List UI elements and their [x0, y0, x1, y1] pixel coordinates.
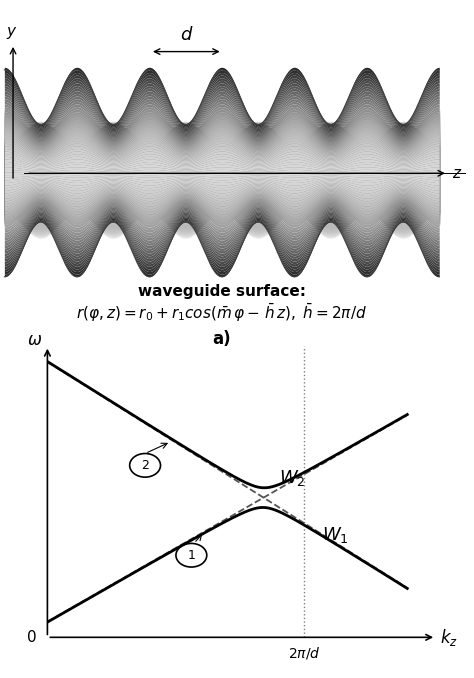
Text: $k_z$: $k_z$: [440, 627, 457, 647]
Text: 2: 2: [141, 459, 149, 472]
Text: waveguide surface:: waveguide surface:: [138, 285, 306, 300]
Text: $W_2$: $W_2$: [279, 468, 305, 487]
Text: 1: 1: [187, 549, 195, 562]
Text: y: y: [6, 24, 15, 39]
Text: $W_1$: $W_1$: [322, 525, 349, 545]
Text: 0: 0: [27, 630, 37, 645]
Text: $\omega$: $\omega$: [27, 331, 42, 349]
Text: z: z: [452, 166, 460, 181]
Text: $2\pi/d$: $2\pi/d$: [288, 645, 321, 661]
Text: $r(\varphi, z) = r_0 + r_1 cos(\bar{m}\, \varphi - \, \bar{h}\, z), \; \bar{h}=2: $r(\varphi, z) = r_0 + r_1 cos(\bar{m}\,…: [76, 302, 367, 324]
Text: $d$: $d$: [180, 26, 193, 44]
Text: a): a): [212, 330, 231, 348]
